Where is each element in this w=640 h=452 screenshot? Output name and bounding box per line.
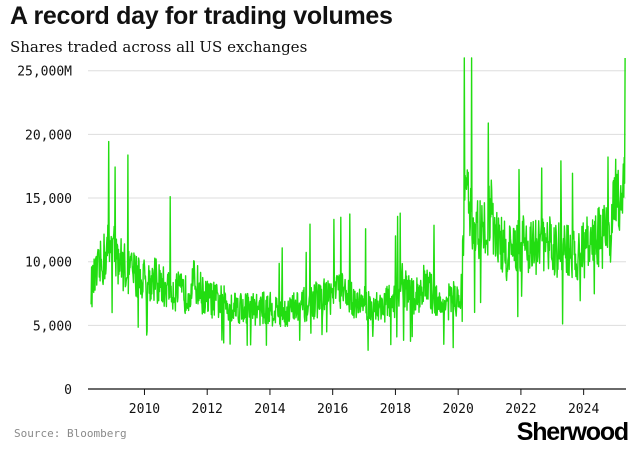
series-layer — [90, 57, 626, 351]
chart-subtitle: Shares traded across all US exchanges — [10, 38, 308, 56]
x-tick-label: 2024 — [568, 402, 599, 417]
brand-logo: Sherwood — [516, 418, 629, 446]
x-tick-label: 2022 — [505, 402, 536, 417]
x-axis-labels: 2010 2012 2014 2016 2018 2020 2022 2024 — [129, 402, 600, 417]
gridlines — [88, 70, 626, 395]
x-tick-label: 2018 — [380, 402, 411, 417]
y-axis-labels: 0 5,000 10,000 15,000 20,000 25,000M — [17, 65, 72, 398]
y-tick-label: 25,000M — [17, 65, 72, 80]
source-note: Source: Bloomberg — [14, 427, 127, 440]
y-tick-label: 20,000 — [25, 128, 72, 143]
y-tick-label: 15,000 — [25, 192, 72, 207]
y-tick-label: 10,000 — [25, 256, 72, 271]
x-tick-label: 2010 — [129, 402, 160, 417]
series-line — [90, 57, 626, 351]
x-tick-label: 2012 — [192, 402, 223, 417]
y-tick-label: 5,000 — [33, 319, 72, 334]
x-tick-label: 2014 — [254, 402, 285, 417]
chart-title: A record day for trading volumes — [10, 2, 393, 30]
x-tick-label: 2020 — [443, 402, 474, 417]
x-tick-label: 2016 — [317, 402, 348, 417]
y-tick-label: 0 — [64, 383, 72, 398]
